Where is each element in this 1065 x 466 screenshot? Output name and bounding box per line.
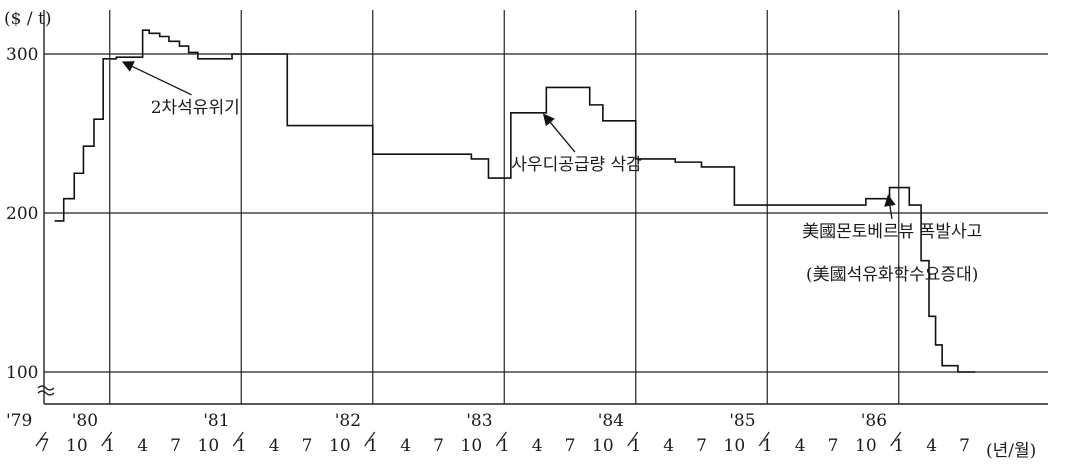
annotation-arrow: [884, 194, 896, 219]
x-month-label: 1: [762, 436, 773, 456]
x-year-label: '79: [6, 411, 32, 431]
x-month-label: 4: [532, 436, 543, 456]
x-month-label: 1: [893, 436, 904, 456]
x-axis-unit-label: (년/월): [986, 441, 1036, 461]
x-month-label: 4: [269, 436, 280, 456]
x-year-label: '83: [466, 411, 492, 431]
annotation-label: 2차석유위기: [151, 98, 240, 118]
annotation-arrow: [542, 113, 576, 153]
x-month-label: 7: [39, 436, 50, 456]
x-year-label: '82: [335, 411, 361, 431]
x-month-label: 10: [855, 436, 877, 456]
x-year-label: '84: [598, 411, 624, 431]
annotation-label: (美國석유화학수요증대): [806, 265, 978, 285]
x-year-label: '85: [729, 411, 755, 431]
x-month-label: 7: [959, 436, 970, 456]
axis-break-mark: [37, 390, 55, 396]
x-month-label: 7: [696, 436, 707, 456]
annotation-label: 美國몬토베르뷰 폭발사고: [802, 222, 982, 242]
y-tick-label: 300: [6, 45, 38, 65]
annotation-arrow: [121, 61, 192, 96]
x-year-label: '86: [861, 411, 887, 431]
price-step-line: [54, 29, 976, 373]
x-month-label: 4: [795, 436, 806, 456]
x-month-label: 7: [170, 436, 181, 456]
y-tick-label: 200: [6, 204, 38, 224]
x-month-label: 7: [828, 436, 839, 456]
x-month-label: 1: [104, 436, 115, 456]
x-month-label: 10: [329, 436, 351, 456]
x-month-label: 4: [926, 436, 937, 456]
chart-axes: [37, 10, 1048, 405]
x-month-label: 4: [400, 436, 411, 456]
annotation-label: 사우디공급량 삭감: [511, 155, 642, 175]
x-month-label: 10: [66, 436, 88, 456]
axis-break-mark: [37, 385, 55, 391]
x-month-label: 7: [433, 436, 444, 456]
year-boundary-slash: [232, 431, 244, 447]
x-month-label: 4: [663, 436, 674, 456]
x-month-label: 10: [724, 436, 746, 456]
year-boundary-slash: [364, 431, 376, 447]
x-month-label: 7: [565, 436, 576, 456]
year-boundary-slash: [758, 431, 770, 447]
x-month-label: 10: [198, 436, 220, 456]
year-boundary-slash: [35, 431, 47, 447]
x-month-label: 4: [137, 436, 148, 456]
year-boundary-slash: [101, 431, 113, 447]
y-axis-unit-label: ($ / t): [4, 9, 51, 29]
year-boundary-slash: [627, 431, 639, 447]
chart-series: [54, 29, 976, 373]
x-month-label: 1: [499, 436, 510, 456]
x-year-label: '81: [203, 411, 229, 431]
year-boundary-slash: [495, 431, 507, 447]
x-month-label: 1: [367, 436, 378, 456]
y-tick-label: 100: [6, 363, 38, 383]
year-boundary-slash: [890, 431, 902, 447]
x-month-label: 10: [461, 436, 483, 456]
chart-grid: [44, 10, 1048, 404]
x-month-label: 10: [592, 436, 614, 456]
x-month-label: 7: [302, 436, 313, 456]
x-month-label: 1: [236, 436, 247, 456]
x-month-label: 1: [630, 436, 641, 456]
x-year-label: '80: [72, 411, 98, 431]
